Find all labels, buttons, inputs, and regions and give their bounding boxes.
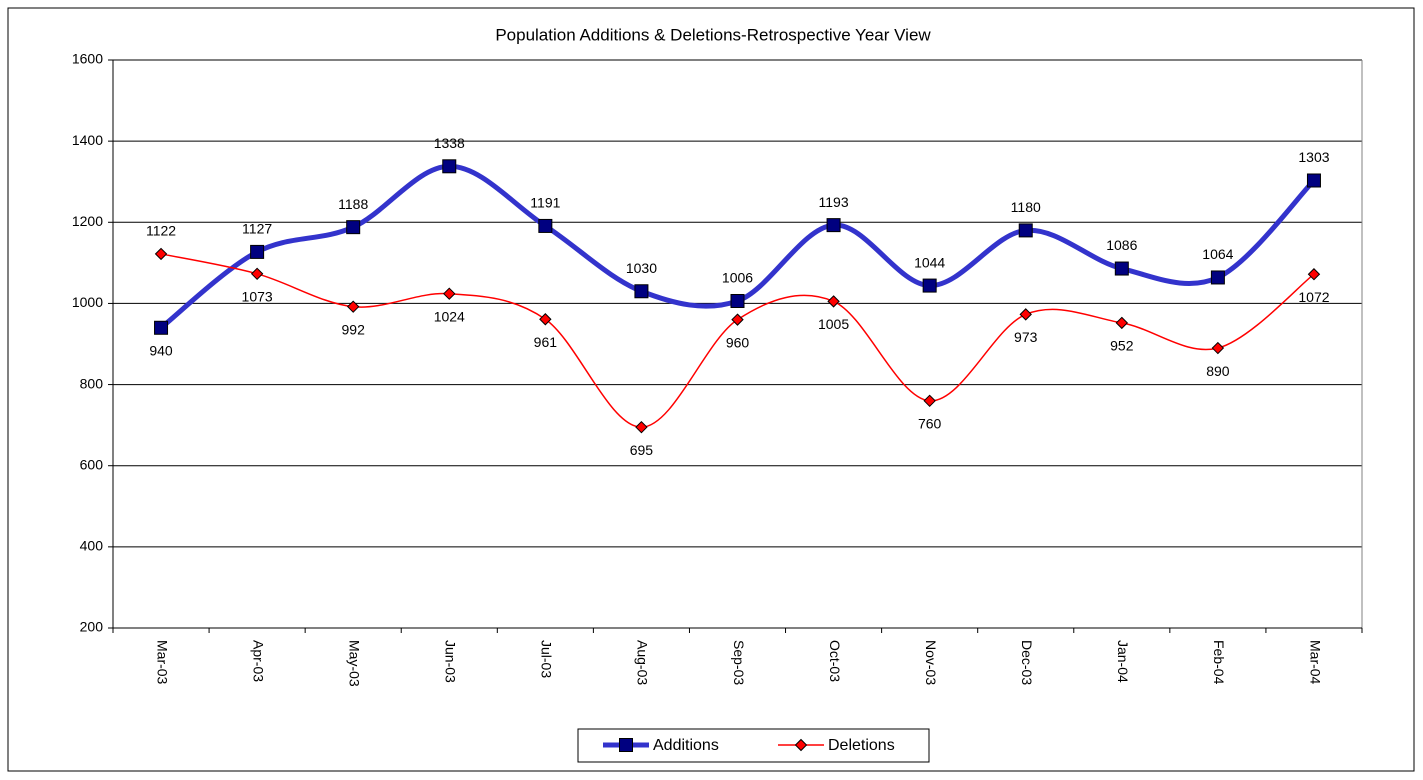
legend-label: Deletions [828, 737, 895, 754]
marker [731, 313, 744, 326]
x-tick-label: Jun-03 [443, 640, 459, 683]
marker [539, 313, 552, 326]
data-label: 1303 [1298, 149, 1329, 165]
marker [1211, 341, 1225, 355]
y-tick-label: 600 [80, 456, 104, 472]
marker [1019, 308, 1032, 321]
y-tick-label: 800 [80, 375, 104, 391]
y-tick-label: 1400 [72, 132, 103, 148]
data-label: 1122 [146, 223, 176, 239]
data-label: 1006 [722, 270, 753, 286]
marker [346, 220, 361, 235]
y-tick-label: 1600 [72, 51, 103, 67]
data-label: 1024 [434, 308, 465, 324]
marker [1018, 223, 1033, 238]
marker [154, 320, 169, 335]
legend: Additions Deletions [577, 728, 930, 763]
data-label: 960 [726, 334, 750, 350]
marker [443, 287, 456, 300]
x-tick-label: Jan-04 [1115, 640, 1131, 683]
x-tick-label: Aug-03 [635, 640, 651, 685]
data-label: 1127 [242, 221, 272, 237]
legend-marker [619, 738, 633, 752]
x-tick-label: Jul-03 [539, 640, 555, 678]
x-tick-label: Mar-04 [1307, 640, 1323, 685]
marker [346, 300, 360, 313]
marker [634, 284, 649, 299]
data-label: 940 [149, 342, 173, 358]
data-label: 695 [630, 442, 654, 458]
data-label: 1072 [1298, 289, 1329, 305]
chart-title: Population Additions & Deletions-Retrosp… [495, 25, 931, 44]
chart-border [7, 7, 1415, 772]
data-label: 1064 [1202, 246, 1233, 262]
data-label: 992 [342, 321, 366, 337]
marker [827, 295, 840, 308]
data-label: 1086 [1106, 237, 1137, 253]
data-label: 1005 [818, 316, 849, 332]
data-label: 1030 [626, 260, 657, 276]
legend-label: Additions [653, 737, 719, 754]
data-label: 952 [1110, 338, 1134, 354]
data-label: 1180 [1011, 199, 1041, 215]
data-label: 890 [1206, 363, 1230, 379]
x-tick-label: Nov-03 [923, 640, 939, 685]
marker [442, 159, 457, 174]
data-label: 1338 [434, 135, 465, 151]
x-tick-label: Feb-04 [1211, 640, 1227, 685]
marker [1307, 268, 1321, 281]
marker [250, 244, 265, 259]
data-label: 961 [534, 334, 558, 350]
marker [1114, 261, 1129, 276]
data-label: 1191 [530, 195, 560, 211]
data-label: 1073 [242, 289, 273, 305]
y-tick-label: 400 [80, 538, 104, 554]
marker [1210, 270, 1225, 285]
marker [250, 267, 264, 281]
marker [922, 278, 937, 293]
marker [538, 218, 553, 233]
data-label: 1044 [914, 254, 945, 270]
marker [154, 247, 168, 261]
y-tick-label: 1000 [72, 294, 103, 310]
x-tick-label: Oct-03 [827, 640, 843, 682]
marker [1115, 316, 1129, 330]
x-tick-label: Mar-03 [154, 640, 170, 685]
x-tick-label: Sep-03 [731, 640, 747, 685]
y-tick-label: 1200 [72, 213, 103, 229]
x-tick-label: May-03 [346, 640, 362, 687]
marker [923, 394, 936, 408]
marker [730, 293, 745, 308]
x-tick-label: Apr-03 [250, 640, 266, 682]
legend-marker [794, 738, 808, 752]
data-label: 973 [1014, 329, 1038, 345]
marker [826, 218, 841, 233]
data-label: 760 [918, 416, 942, 432]
y-tick-label: 200 [80, 619, 104, 635]
data-label: 1188 [338, 196, 368, 212]
x-tick-label: Dec-03 [1019, 640, 1035, 685]
marker [1306, 173, 1321, 188]
marker [635, 420, 648, 434]
data-label: 1193 [819, 194, 849, 210]
